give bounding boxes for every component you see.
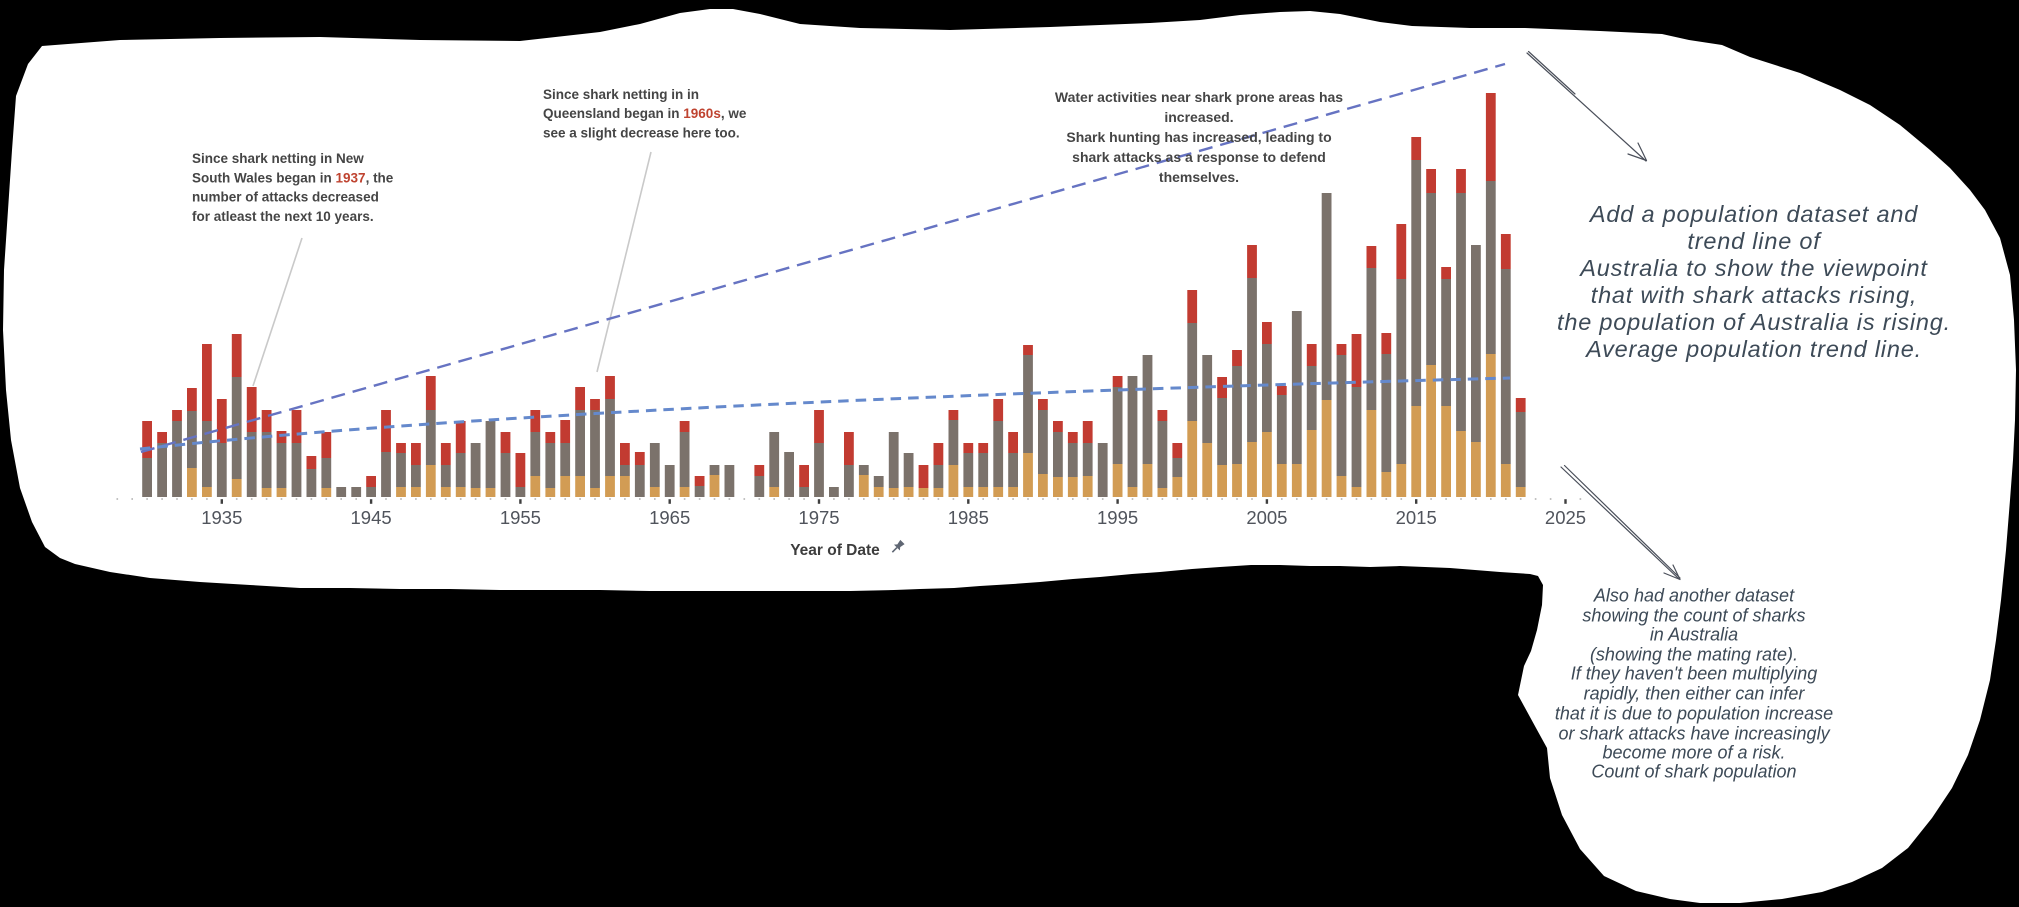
svg-text:Queensland began in 1960s, we: Queensland began in 1960s, we (543, 106, 747, 121)
svg-text:1935: 1935 (201, 507, 242, 528)
svg-text:(showing the mating rate).: (showing the mating rate). (1590, 645, 1798, 665)
svg-text:Water activities near shark pr: Water activities near shark prone areas … (1055, 89, 1343, 105)
svg-text:that with shark attacks rising: that with shark attacks rising, (1591, 282, 1918, 308)
svg-text:2005: 2005 (1246, 507, 1287, 528)
svg-text:1955: 1955 (500, 507, 541, 528)
svg-text:shark attacks as a response to: shark attacks as a response to defend (1072, 149, 1326, 165)
svg-text:If they haven't been multiplyi: If they haven't been multiplying (1571, 664, 1818, 684)
svg-text:number of attacks decreased: number of attacks decreased (192, 190, 379, 205)
svg-text:Year of Date: Year of Date (790, 542, 880, 559)
svg-text:or shark attacks have increasi: or shark attacks have increasingly (1558, 724, 1830, 744)
svg-text:become more of a risk.: become more of a risk. (1602, 743, 1785, 763)
svg-text:showing the count of sharks: showing the count of sharks (1582, 606, 1805, 626)
svg-text:1975: 1975 (798, 507, 839, 528)
svg-text:2025: 2025 (1545, 507, 1586, 528)
svg-text:1985: 1985 (948, 507, 989, 528)
svg-text:see a slight decrease here too: see a slight decrease here too. (543, 125, 740, 140)
svg-text:Since shark netting in in: Since shark netting in in (543, 87, 699, 102)
svg-text:2015: 2015 (1396, 507, 1437, 528)
svg-text:1965: 1965 (649, 507, 690, 528)
svg-text:1945: 1945 (351, 507, 392, 528)
svg-text:1995: 1995 (1097, 507, 1138, 528)
svg-text:Shark hunting has increased, l: Shark hunting has increased, leading to (1066, 129, 1331, 145)
svg-text:Australia to show the viewpoin: Australia to show the viewpoint (1578, 255, 1928, 281)
svg-text:rapidly, then either can infer: rapidly, then either can infer (1584, 684, 1806, 704)
svg-text:increased.: increased. (1164, 109, 1233, 125)
svg-text:Average population trend line.: Average population trend line. (1584, 336, 1922, 362)
svg-text:themselves.: themselves. (1159, 169, 1239, 185)
svg-text:trend line of: trend line of (1687, 228, 1822, 254)
svg-text:Since shark netting in New: Since shark netting in New (192, 151, 364, 166)
svg-text:South Wales began in 1937, the: South Wales began in 1937, the (192, 170, 394, 185)
svg-text:for atleast the next 10 years.: for atleast the next 10 years. (192, 209, 374, 224)
svg-text:Count of shark population: Count of shark population (1591, 762, 1796, 782)
svg-text:in Australia: in Australia (1650, 625, 1738, 645)
svg-text:Also had another dataset: Also had another dataset (1593, 586, 1795, 606)
svg-text:the population of Australia is: the population of Australia is rising. (1557, 309, 1951, 335)
svg-text:Add a population dataset and: Add a population dataset and (1588, 201, 1918, 227)
svg-text:that it is due to population i: that it is due to population increase (1555, 704, 1833, 724)
